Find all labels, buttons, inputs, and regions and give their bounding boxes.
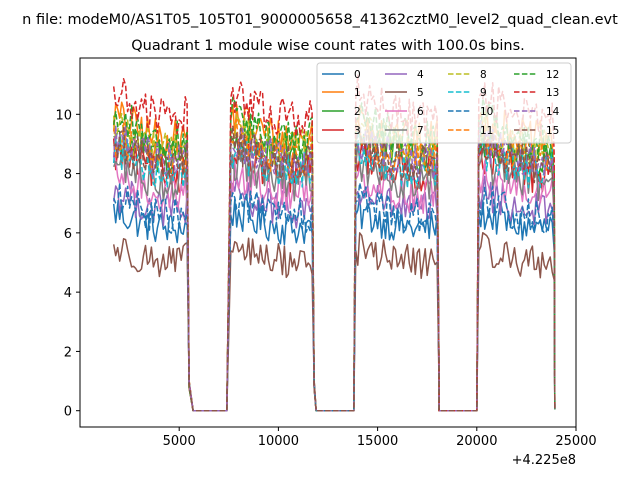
legend-label: 1 bbox=[354, 87, 361, 99]
chart-title: Quadrant 1 module wise count rates with … bbox=[131, 38, 525, 54]
legend-label: 15 bbox=[546, 125, 559, 137]
x-axis: 5000 10000 15000 20000 25000 bbox=[163, 427, 597, 449]
y-tick-label: 8 bbox=[64, 168, 72, 183]
legend-label: 6 bbox=[417, 106, 424, 118]
legend-label: 4 bbox=[417, 69, 424, 81]
legend-label: 9 bbox=[480, 87, 487, 99]
legend-label: 13 bbox=[546, 87, 559, 99]
x-tick-label: 25000 bbox=[555, 434, 596, 449]
y-tick-label: 6 bbox=[64, 227, 72, 242]
y-axis: 0 2 4 6 8 10 bbox=[55, 108, 80, 420]
plot-area-frame bbox=[79, 57, 577, 428]
y-tick-label: 4 bbox=[64, 286, 72, 301]
legend-label: 11 bbox=[480, 125, 493, 137]
x-axis-offset-label: +4.225e8 bbox=[512, 453, 576, 468]
x-tick-label: 10000 bbox=[258, 434, 299, 449]
legend-frame bbox=[316, 62, 572, 144]
legend-label: 2 bbox=[354, 106, 361, 118]
legend-label: 8 bbox=[480, 69, 487, 81]
x-tick-label: 15000 bbox=[357, 434, 398, 449]
series-line-15 bbox=[113, 124, 556, 412]
legend-label: 0 bbox=[354, 69, 361, 81]
legend-label: 3 bbox=[354, 125, 361, 137]
figure-suptitle: n file: modeM0/AS1T05_105T01_9000005658_… bbox=[22, 12, 618, 28]
x-tick-label: 20000 bbox=[456, 434, 497, 449]
legend-label: 10 bbox=[480, 106, 493, 118]
legend-label: 5 bbox=[417, 87, 424, 99]
x-tick-label: 5000 bbox=[163, 434, 196, 449]
y-tick-label: 2 bbox=[64, 345, 72, 360]
y-tick-label: 0 bbox=[64, 405, 72, 420]
series-line-10 bbox=[113, 182, 556, 412]
y-tick-label: 10 bbox=[55, 108, 72, 123]
legend-label: 14 bbox=[546, 106, 560, 118]
legend-label: 12 bbox=[546, 69, 559, 81]
legend-label: 7 bbox=[417, 125, 424, 137]
